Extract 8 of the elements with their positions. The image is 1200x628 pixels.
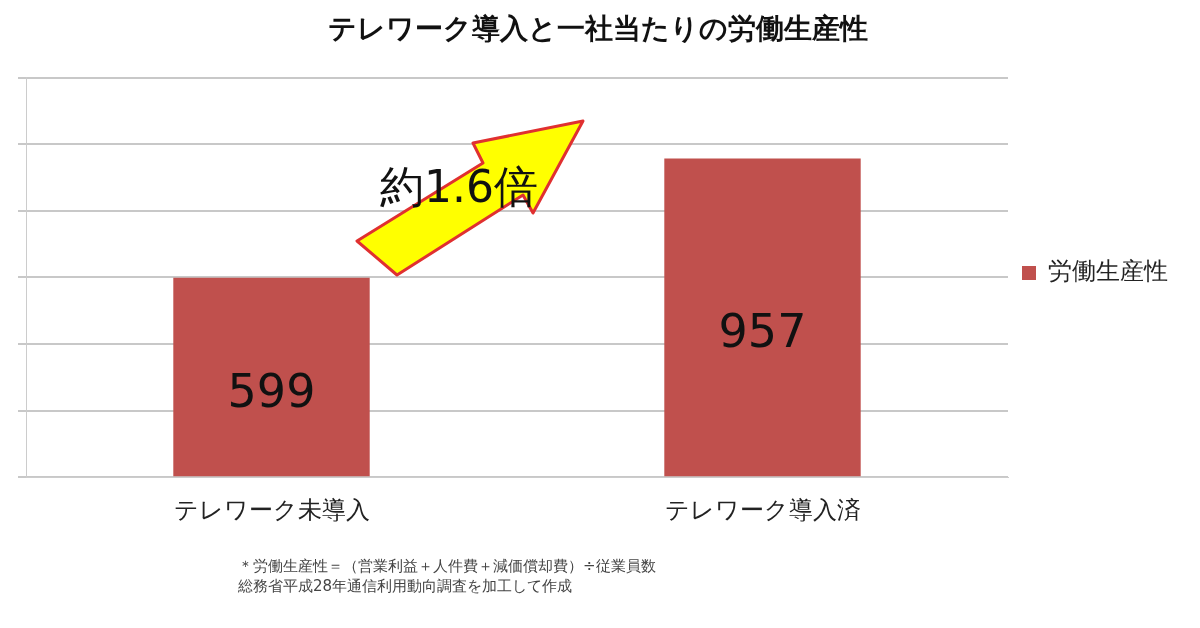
text: ＊労働生産性＝（営業利益＋人件費＋減価償却費）÷従業員数 (238, 556, 656, 576)
x-tick-label: テレワーク導入済 (664, 495, 861, 524)
data-label: 599 (227, 363, 316, 418)
text: 総務省平成28年通信利用動向調査を加工して作成 (238, 576, 574, 596)
chart-title: テレワーク導入と一社当たりの労働生産性 (328, 12, 868, 46)
data-label: 957 (718, 304, 807, 359)
x-tick-label: テレワーク未導入 (173, 495, 370, 524)
legend-label: 労働生産性 (1048, 257, 1168, 286)
